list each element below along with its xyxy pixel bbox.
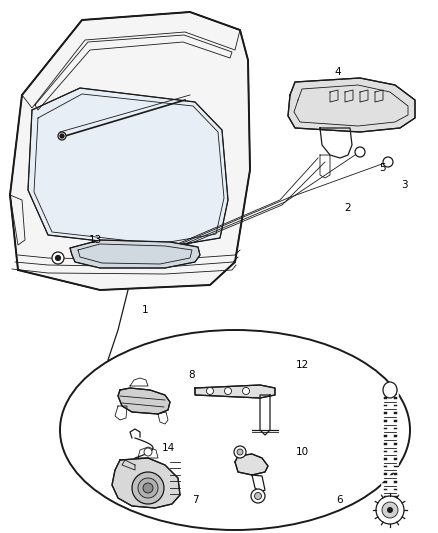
- Circle shape: [382, 502, 398, 518]
- Polygon shape: [28, 88, 228, 248]
- Circle shape: [237, 449, 243, 455]
- Text: 1: 1: [141, 305, 148, 315]
- Circle shape: [234, 446, 246, 458]
- Text: 4: 4: [335, 67, 341, 77]
- Polygon shape: [288, 78, 415, 132]
- Circle shape: [144, 448, 152, 456]
- Text: 14: 14: [161, 443, 175, 453]
- Circle shape: [387, 507, 393, 513]
- Polygon shape: [10, 12, 250, 290]
- Circle shape: [376, 496, 404, 524]
- Circle shape: [243, 387, 250, 394]
- Polygon shape: [235, 454, 268, 475]
- Text: 8: 8: [189, 370, 195, 380]
- Circle shape: [132, 472, 164, 504]
- Circle shape: [225, 387, 232, 394]
- Text: 5: 5: [379, 163, 385, 173]
- Circle shape: [254, 492, 261, 499]
- Polygon shape: [70, 240, 200, 268]
- Text: 6: 6: [337, 495, 343, 505]
- Ellipse shape: [60, 330, 410, 530]
- Polygon shape: [118, 388, 170, 414]
- Circle shape: [58, 132, 66, 140]
- Circle shape: [251, 489, 265, 503]
- Text: 2: 2: [345, 203, 351, 213]
- Circle shape: [355, 147, 365, 157]
- Circle shape: [138, 478, 158, 498]
- Circle shape: [52, 252, 64, 264]
- Text: 10: 10: [296, 447, 308, 457]
- Circle shape: [60, 134, 64, 138]
- Circle shape: [383, 157, 393, 167]
- Circle shape: [206, 387, 213, 394]
- Polygon shape: [112, 458, 180, 508]
- Circle shape: [56, 255, 60, 261]
- Text: 13: 13: [88, 235, 102, 245]
- Ellipse shape: [383, 382, 397, 398]
- Circle shape: [143, 483, 153, 493]
- Polygon shape: [195, 385, 275, 398]
- Text: 12: 12: [295, 360, 309, 370]
- Text: 7: 7: [192, 495, 198, 505]
- Text: 3: 3: [401, 180, 407, 190]
